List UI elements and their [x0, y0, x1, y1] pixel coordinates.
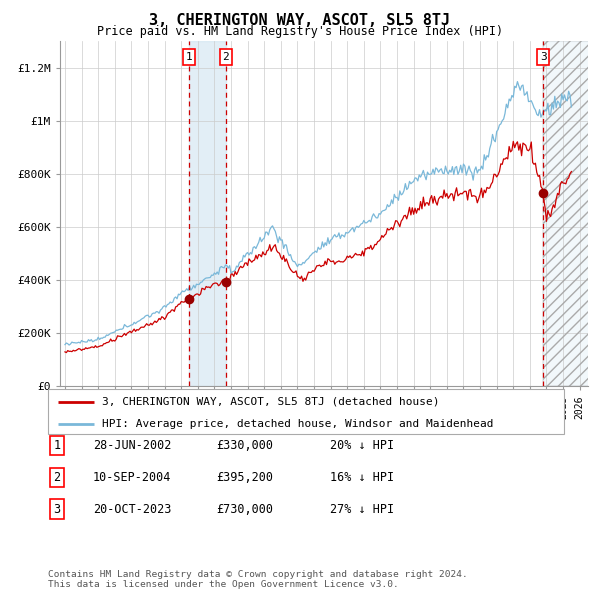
Text: 2: 2 — [223, 52, 229, 62]
Text: 3: 3 — [540, 52, 547, 62]
Text: 1: 1 — [186, 52, 193, 62]
Text: £395,200: £395,200 — [216, 471, 273, 484]
Text: 10-SEP-2004: 10-SEP-2004 — [93, 471, 172, 484]
Text: 3, CHERINGTON WAY, ASCOT, SL5 8TJ (detached house): 3, CHERINGTON WAY, ASCOT, SL5 8TJ (detac… — [102, 397, 440, 407]
Bar — [190, 41, 226, 386]
Text: 27% ↓ HPI: 27% ↓ HPI — [330, 503, 394, 516]
Text: HPI: Average price, detached house, Windsor and Maidenhead: HPI: Average price, detached house, Wind… — [102, 419, 494, 429]
Bar — [543, 41, 596, 386]
FancyBboxPatch shape — [48, 389, 564, 434]
Text: 3, CHERINGTON WAY, ASCOT, SL5 8TJ: 3, CHERINGTON WAY, ASCOT, SL5 8TJ — [149, 13, 451, 28]
Text: £730,000: £730,000 — [216, 503, 273, 516]
Text: 3: 3 — [53, 503, 61, 516]
Text: 2: 2 — [53, 471, 61, 484]
Text: 1: 1 — [53, 439, 61, 452]
Text: 20-OCT-2023: 20-OCT-2023 — [93, 503, 172, 516]
Text: 28-JUN-2002: 28-JUN-2002 — [93, 439, 172, 452]
Bar — [543, 41, 596, 386]
Text: Price paid vs. HM Land Registry's House Price Index (HPI): Price paid vs. HM Land Registry's House … — [97, 25, 503, 38]
Text: Contains HM Land Registry data © Crown copyright and database right 2024.: Contains HM Land Registry data © Crown c… — [48, 570, 468, 579]
Text: £330,000: £330,000 — [216, 439, 273, 452]
Text: 20% ↓ HPI: 20% ↓ HPI — [330, 439, 394, 452]
Text: This data is licensed under the Open Government Licence v3.0.: This data is licensed under the Open Gov… — [48, 579, 399, 589]
Bar — [543, 41, 596, 386]
Text: 16% ↓ HPI: 16% ↓ HPI — [330, 471, 394, 484]
